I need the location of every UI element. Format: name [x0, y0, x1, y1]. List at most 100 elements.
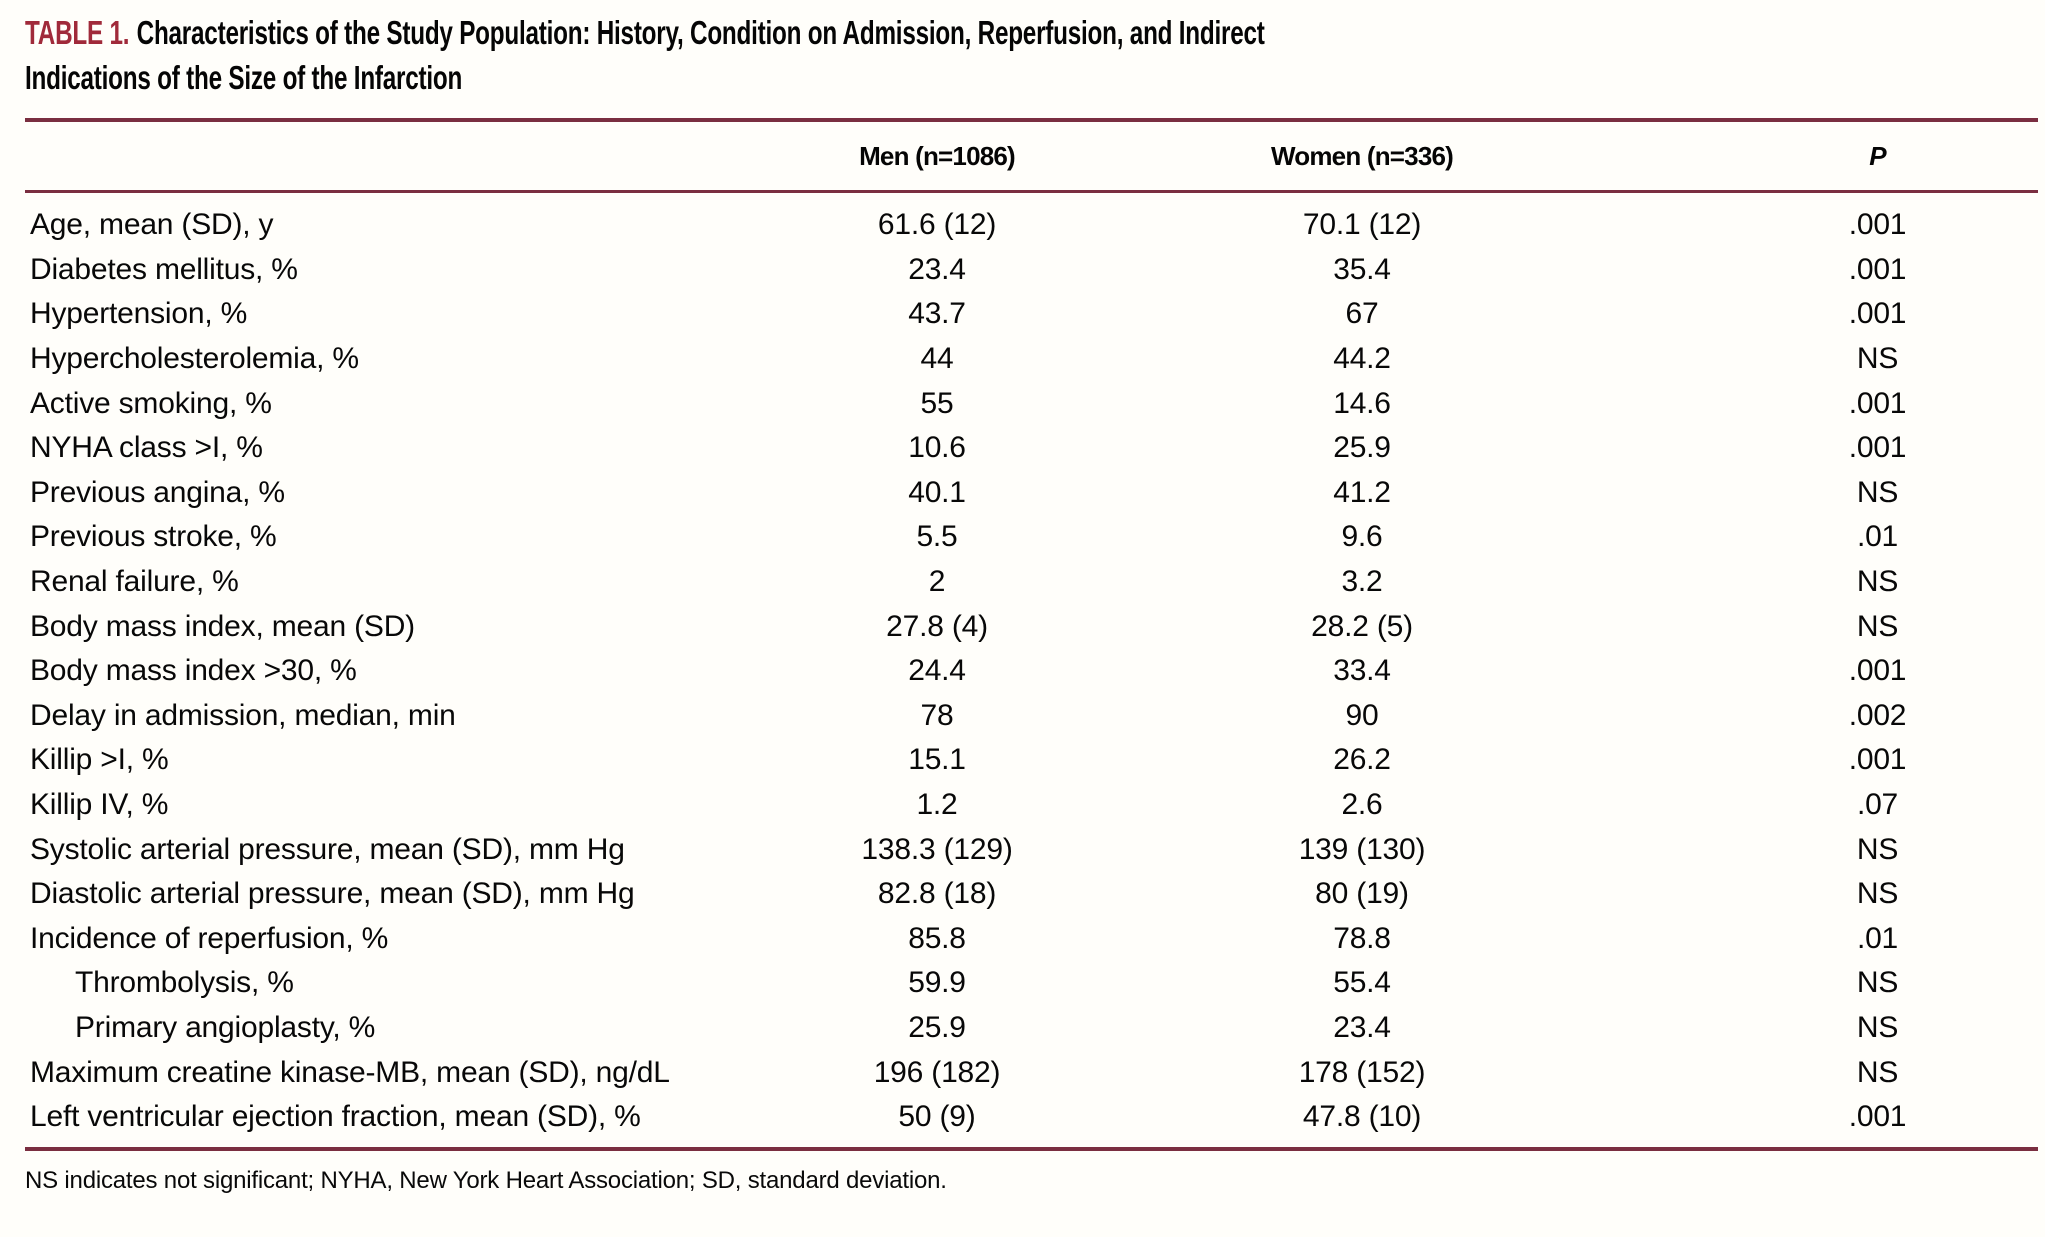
bottom-rule [25, 1147, 2038, 1152]
men-value: 43.7 [908, 297, 966, 331]
women-value: 25.9 [1333, 431, 1391, 465]
women-value: 78.8 [1333, 921, 1391, 955]
men-value: 50 (9) [898, 1100, 976, 1134]
p-value: .001 [1848, 654, 1907, 688]
table-row: Systolic arterial pressure, mean (SD), m… [25, 827, 2038, 872]
women-value: 80 (19) [1315, 877, 1409, 911]
p-value: .001 [1848, 1100, 1907, 1134]
women-value: 2.6 [1341, 788, 1383, 822]
row-label: Previous angina, % [30, 475, 285, 509]
table-row: Primary angioplasty, % 25.9 23.4 NS [25, 1006, 2038, 1051]
p-value: NS [1856, 966, 1899, 1000]
men-value: 5.5 [916, 520, 958, 554]
p-value: NS [1856, 832, 1899, 866]
women-value: 3.2 [1341, 565, 1383, 599]
men-value: 61.6 (12) [877, 208, 997, 242]
row-label: Left ventricular ejection fraction, mean… [30, 1100, 641, 1134]
row-label: Primary angioplasty, % [75, 1010, 376, 1044]
row-label: Killip IV, % [30, 788, 169, 822]
men-value: 15.1 [908, 743, 966, 777]
women-value: 9.6 [1341, 520, 1383, 554]
p-value: .002 [1848, 698, 1907, 732]
p-value: NS [1856, 342, 1899, 376]
women-value: 90 [1345, 698, 1379, 732]
header-rule [25, 190, 2038, 193]
p-value: .07 [1856, 788, 1899, 822]
table-title-line-2: Indications of the Size of the Infarctio… [25, 55, 1505, 100]
row-label: Body mass index, mean (SD) [30, 609, 415, 643]
table-title-line-1: TABLE 1. Characteristics of the Study Pop… [25, 10, 1505, 55]
table-row: Thrombolysis, % 59.9 55.4 NS [25, 961, 2038, 1006]
women-value: 14.6 [1333, 386, 1391, 420]
table-title-text-2: Indications of the Size of the Infarctio… [25, 59, 463, 96]
row-label: Previous stroke, % [30, 520, 277, 554]
table-number-label: TABLE 1. [25, 14, 130, 51]
row-label: Thrombolysis, % [75, 966, 294, 1000]
men-value: 44 [920, 342, 954, 376]
p-value: .001 [1848, 252, 1907, 286]
row-label: Renal failure, % [30, 565, 239, 599]
men-value: 2 [928, 565, 946, 599]
women-value: 67 [1345, 297, 1379, 331]
p-value: NS [1856, 609, 1899, 643]
women-value: 35.4 [1333, 252, 1391, 286]
women-value: 70.1 (12) [1302, 208, 1422, 242]
row-label: Active smoking, % [30, 386, 272, 420]
women-value: 178 (152) [1298, 1055, 1426, 1089]
men-value: 59.9 [908, 966, 966, 1000]
table-row: Maximum creatine kinase-MB, mean (SD), n… [25, 1050, 2038, 1095]
column-header-p: P [1869, 140, 1886, 171]
row-label: Incidence of reperfusion, % [30, 921, 389, 955]
table-row: Left ventricular ejection fraction, mean… [25, 1095, 2038, 1140]
top-rule [25, 118, 2038, 122]
table-row: Previous stroke, % 5.5 9.6 .01 [25, 515, 2038, 560]
row-label: Delay in admission, median, min [30, 698, 456, 732]
p-value: NS [1856, 1055, 1899, 1089]
women-value: 47.8 (10) [1302, 1100, 1422, 1134]
table-row: Delay in admission, median, min 78 90 .002 [25, 694, 2038, 739]
table-row: Killip >I, % 15.1 26.2 .001 [25, 738, 2038, 783]
table-row: Incidence of reperfusion, % 85.8 78.8 .01 [25, 917, 2038, 962]
row-label: Maximum creatine kinase-MB, mean (SD), n… [30, 1055, 670, 1089]
men-value: 138.3 (129) [861, 832, 1013, 866]
p-value: .01 [1856, 921, 1899, 955]
table-row: Hypertension, % 43.7 67 .001 [25, 292, 2038, 337]
table-row: Diastolic arterial pressure, mean (SD), … [25, 872, 2038, 917]
table-row: Renal failure, % 2 3.2 NS [25, 560, 2038, 605]
p-value: .001 [1848, 208, 1907, 242]
women-value: 26.2 [1333, 743, 1391, 777]
men-value: 10.6 [908, 431, 966, 465]
table-row: Active smoking, % 55 14.6 .001 [25, 381, 2038, 426]
p-value: .001 [1848, 743, 1907, 777]
women-value: 41.2 [1333, 475, 1391, 509]
men-value: 55 [920, 386, 954, 420]
men-value: 25.9 [908, 1010, 966, 1044]
p-value: .001 [1848, 431, 1907, 465]
p-value: NS [1856, 565, 1899, 599]
men-value: 40.1 [908, 475, 966, 509]
men-value: 24.4 [908, 654, 966, 688]
men-value: 82.8 (18) [877, 877, 997, 911]
men-value: 27.8 (4) [886, 609, 988, 643]
row-label: Body mass index >30, % [30, 654, 357, 688]
women-value: 139 (130) [1298, 832, 1426, 866]
table-row: NYHA class >I, % 10.6 25.9 .001 [25, 426, 2038, 471]
row-label: Hypercholesterolemia, % [30, 342, 359, 376]
men-value: 78 [920, 698, 954, 732]
row-label: Diabetes mellitus, % [30, 252, 298, 286]
row-label: Age, mean (SD), y [30, 208, 274, 242]
row-label: Hypertension, % [30, 297, 248, 331]
p-value: NS [1856, 475, 1899, 509]
men-value: 23.4 [908, 252, 966, 286]
women-value: 44.2 [1333, 342, 1391, 376]
table-header-row: Men (n=1086) Women (n=336) P [25, 122, 2038, 190]
p-value: .001 [1848, 386, 1907, 420]
p-value: NS [1856, 1010, 1899, 1044]
row-label: Systolic arterial pressure, mean (SD), m… [30, 832, 625, 866]
table-content: TABLE 1. Characteristics of the Study Pop… [25, 0, 2038, 1195]
row-label: Killip >I, % [30, 743, 169, 777]
table-row: Previous angina, % 40.1 41.2 NS [25, 471, 2038, 516]
table-row: Killip IV, % 1.2 2.6 .07 [25, 783, 2038, 828]
row-label: Diastolic arterial pressure, mean (SD), … [30, 877, 635, 911]
